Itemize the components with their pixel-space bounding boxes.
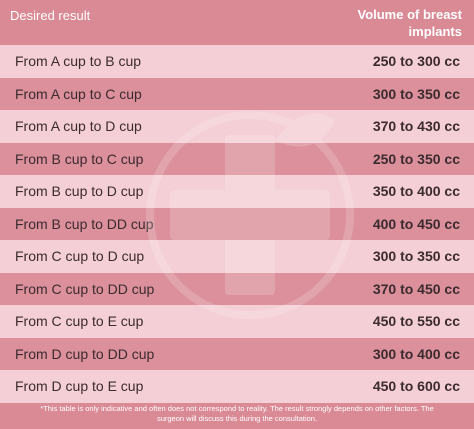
table-cell: 300 to 350 cc [372,248,460,265]
table-header: Desired result Volume of breast implants [0,0,474,45]
header-cell: Volume of breast implants [357,7,462,39]
table-cell: 350 to 400 cc [372,183,460,200]
table-cell: 370 to 450 cc [372,280,460,297]
table-cell: 300 to 400 cc [372,345,460,362]
table-row: From B cup to D cup 350 to 400 cc [0,175,474,208]
table-cell: 250 to 300 cc [372,53,460,70]
table-row: From C cup to D cup 300 to 350 cc [0,240,474,273]
table-row: From A cup to C cup 300 to 350 cc [0,77,474,110]
table-cell: 300 to 350 cc [372,85,460,102]
table-cell: From D cup to E cup [15,378,144,395]
table-row: From D cup to E cup 450 to 600 cc [0,370,474,403]
table-row: From C cup to E cup 450 to 550 cc [0,305,474,338]
table-row: From B cup to C cup 250 to 350 cc [0,142,474,175]
table-cell: From A cup to D cup [15,118,142,135]
table-cell: From A cup to B cup [15,53,142,70]
table-row: From B cup to DD cup 400 to 450 cc [0,207,474,240]
table-cell: From D cup to DD cup [15,345,155,362]
table-cell: 370 to 430 cc [372,118,460,135]
table-cell: From C cup to D cup [15,248,145,265]
table-row: From D cup to DD cup 300 to 400 cc [0,337,474,370]
table-cell: From A cup to C cup [15,85,142,102]
table-cell: 450 to 600 cc [372,378,460,395]
table-cell: From B cup to C cup [15,150,144,167]
table-cell: 250 to 350 cc [372,150,460,167]
table-row: From A cup to B cup 250 to 300 cc [0,45,474,78]
header-cell: Desired result [10,8,91,23]
table-cell: 400 to 450 cc [372,215,460,232]
table-cell: From B cup to DD cup [15,215,154,232]
table-row: From C cup to DD cup 370 to 450 cc [0,272,474,305]
table-cell: 450 to 550 cc [372,313,460,330]
table-row: From A cup to D cup 370 to 430 cc [0,110,474,143]
table-cell: From C cup to E cup [15,313,144,330]
table-cell: From C cup to DD cup [15,280,155,297]
footnote: *This table is only indicative and often… [40,404,434,423]
table-cell: From B cup to D cup [15,183,144,200]
